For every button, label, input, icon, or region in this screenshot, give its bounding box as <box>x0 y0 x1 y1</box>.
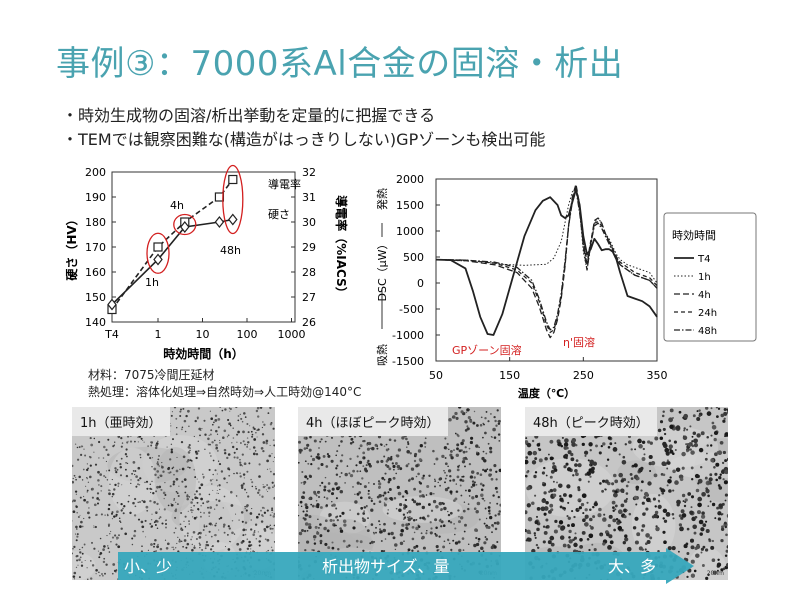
legend-label: 1h <box>698 272 711 283</box>
tem-image-1h: 1h（亜時効） 20nm <box>72 407 275 580</box>
x-tick-label: 10 <box>196 328 210 341</box>
heat-treatment-note: 熱処理：溶体化処理⇒自然時効⇒人工時効@140°C <box>88 385 362 399</box>
annotation-label: 4h <box>170 199 184 212</box>
y-tick-label: -1000 <box>392 329 424 342</box>
y-tick-label: 1000 <box>396 225 424 238</box>
series-line-48h <box>435 188 658 331</box>
size-arrow <box>118 548 694 584</box>
y2-tick-label: 30 <box>302 216 316 229</box>
data-point-square <box>228 174 238 185</box>
data-point-diamond <box>214 216 225 228</box>
y-tick-label: 180 <box>85 216 106 229</box>
data-point-diamond <box>228 213 238 226</box>
arrow-left-label: 小、少 <box>124 557 173 576</box>
y-axis-label-top: 発熱 <box>375 188 389 210</box>
y-axis-title: DSC（μW） <box>376 238 389 301</box>
y-tick-label: 150 <box>85 291 106 304</box>
x-axis-title: 温度（℃） <box>518 386 575 400</box>
data-point-diamond <box>107 298 117 311</box>
legend-label: T4 <box>697 254 710 265</box>
annotation-label: 1h <box>145 276 159 289</box>
data-point-square <box>153 242 163 252</box>
tem-label: 1h（亜時効） <box>72 407 170 436</box>
x-tick-label: T4 <box>104 328 119 341</box>
x-tick-label: 150 <box>499 369 520 382</box>
highlight-circle-48h <box>222 164 244 235</box>
x-tick-label: 250 <box>573 369 594 382</box>
y2-axis-title: 導電率（%IACS） <box>334 195 349 298</box>
y-tick-label: -500 <box>399 303 424 316</box>
x-tick-label: 350 <box>647 369 668 382</box>
data-point-diamond <box>153 253 163 266</box>
y2-tick-label: 29 <box>302 241 316 254</box>
material-note: 材料：7075冷間圧延材 <box>88 368 215 382</box>
legend-title: 時効時間 <box>672 228 716 242</box>
series-label: 硬さ <box>268 208 290 221</box>
annotation-label: 48h <box>220 244 241 257</box>
legend-label: 4h <box>698 290 711 301</box>
series-line-硬さ <box>111 218 233 306</box>
y2-tick-label: 26 <box>302 316 316 329</box>
y2-tick-label: 28 <box>302 266 316 279</box>
y-axis-title: 硬さ（HV） <box>64 213 79 280</box>
arrow-right-label: 大、多 <box>608 557 657 576</box>
series-line-24h <box>435 186 658 334</box>
y-tick-label: 170 <box>85 241 106 254</box>
y-tick-label: 200 <box>85 166 106 179</box>
y2-tick-label: 32 <box>302 166 316 179</box>
y2-tick-label: 27 <box>302 291 316 304</box>
series-line-1h <box>435 186 658 284</box>
highlight-circle-1h <box>146 232 170 274</box>
y-tick-label: 1500 <box>396 199 424 212</box>
x-tick-label: 50 <box>429 369 443 382</box>
slide-title: 事例③：7000系Al合金の固溶・析出 <box>56 44 624 84</box>
x-tick-label: 1000 <box>278 328 306 341</box>
y-tick-label: 160 <box>85 266 106 279</box>
tem-label: 4h（ほぼピーク時効） <box>298 407 448 436</box>
annotation-label: GPゾーン固溶 <box>452 343 522 357</box>
x-tick-label: 1 <box>155 328 162 341</box>
hardness-conductivity-chart: 140 150 160 170 180 190 200 26 27 28 29 30 31 32 T4 1 10… <box>64 164 349 361</box>
y-tick-label: 0 <box>417 277 424 290</box>
annotation-label: η'固溶 <box>563 335 595 349</box>
legend-label: 48h <box>698 326 717 337</box>
y-tick-label: 500 <box>403 251 424 264</box>
bullet-point: ・時効生成物の固溶/析出挙動を定量的に把握できる <box>62 106 436 125</box>
series-label: 導電率 <box>268 177 301 191</box>
plot-frame <box>111 171 296 323</box>
dsc-chart: -1500 -1000 -500 0 500 1000 1500 2000 50 150 250 35… <box>375 173 757 400</box>
arrow-middle-label: 析出物サイズ、量 <box>322 557 450 576</box>
y2-tick-label: 31 <box>302 191 316 204</box>
scale-bar-label: 20nm <box>706 570 724 577</box>
x-axis-title: 時効時間（h） <box>163 346 244 361</box>
plot-frame <box>435 178 658 362</box>
y-axis-label-bottom: 吸熱 <box>376 344 389 366</box>
highlight-circle-4h <box>173 213 197 236</box>
series-line-4h <box>435 183 658 339</box>
y-tick-label: 2000 <box>396 173 424 186</box>
bullet-point: ・TEMでは観察困難な(構造がはっきりしない)GPゾーンも検出可能 <box>62 130 546 149</box>
data-point-diamond <box>180 221 190 233</box>
x-tick-label: 100 <box>237 328 258 341</box>
y-tick-label: 140 <box>85 316 106 329</box>
legend-label: 24h <box>698 308 717 319</box>
tem-label: 48h（ピーク時効） <box>525 407 657 436</box>
tem-image-4h: 4h（ほぼピーク時効） 20nm <box>298 407 501 580</box>
legend-box <box>663 212 757 342</box>
y-tick-label: -1500 <box>392 355 424 368</box>
y-tick-label: 190 <box>85 191 106 204</box>
